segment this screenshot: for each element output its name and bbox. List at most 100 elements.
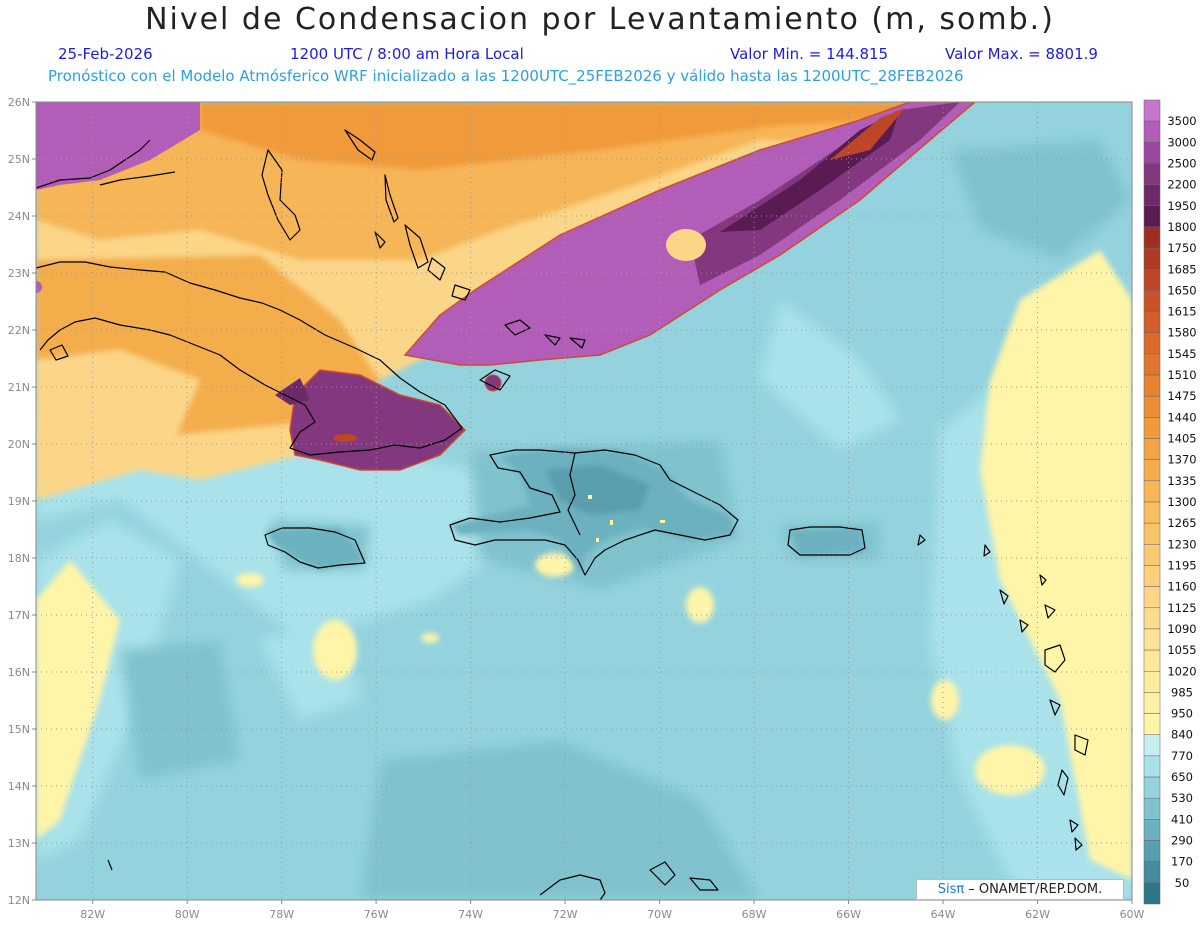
lon-label: 70W xyxy=(647,908,672,921)
colorbar-swatch xyxy=(1143,438,1161,460)
colorbar-label: 1090 xyxy=(1167,622,1196,636)
colorbar-swatch xyxy=(1143,522,1161,545)
lat-label: 20N xyxy=(8,438,30,451)
colorbar-swatch xyxy=(1143,99,1161,122)
colorbar-label: 840 xyxy=(1171,728,1193,742)
colorbar-swatch xyxy=(1143,755,1161,778)
lat-label: 19N xyxy=(8,495,30,508)
colorbar-label: 3500 xyxy=(1167,114,1196,128)
colorbar-label: 1370 xyxy=(1167,453,1196,467)
lat-label: 12N xyxy=(8,894,30,907)
colorbar-swatch-lowest xyxy=(1143,882,1161,905)
lon-label: 68W xyxy=(742,908,767,921)
model-info: Pronóstico con el Modelo Atmósferico WRF… xyxy=(48,67,964,85)
colorbar-label: 1580 xyxy=(1167,326,1196,340)
colorbar-swatch xyxy=(1143,290,1161,312)
colorbar-label: 985 xyxy=(1171,685,1193,699)
lat-label: 22N xyxy=(8,324,30,337)
colorbar-swatch xyxy=(1143,142,1161,164)
lon-label: 62W xyxy=(1025,908,1050,921)
colorbar-swatch xyxy=(1143,247,1161,270)
lat-label: 25N xyxy=(8,153,30,166)
colorbar-label: 950 xyxy=(1171,707,1193,721)
lon-label: 80W xyxy=(175,908,200,921)
colorbar-swatch xyxy=(1143,628,1161,651)
colorbar-swatch xyxy=(1143,269,1161,291)
colorbar-swatch xyxy=(1143,565,1161,587)
lat-label: 16N xyxy=(8,666,30,679)
colorbar-swatch xyxy=(1143,184,1161,207)
colorbar-label: 1685 xyxy=(1167,262,1196,276)
lat-label: 23N xyxy=(8,267,30,280)
colorbar-swatch xyxy=(1143,417,1161,439)
lon-label: 76W xyxy=(364,908,389,921)
colorbar-label: 530 xyxy=(1171,791,1193,805)
colorbar-label: 1195 xyxy=(1167,558,1196,572)
lat-label: 15N xyxy=(8,723,30,736)
colorbar-label: 1950 xyxy=(1167,199,1196,213)
lon-label: 78W xyxy=(269,908,294,921)
colorbar-label: 1510 xyxy=(1167,368,1196,382)
colorbar-label: 290 xyxy=(1171,834,1193,848)
colorbar-swatch xyxy=(1143,649,1161,672)
min-value: Valor Min. = 144.815 xyxy=(730,45,889,63)
colorbar-label: 1475 xyxy=(1167,389,1196,403)
colorbar-label: 1650 xyxy=(1167,283,1196,297)
colorbar-label: 1265 xyxy=(1167,516,1196,530)
credit-box: Sisπ – ONAMET/REP.DOM. xyxy=(916,879,1124,900)
sispi-logo: Sisπ xyxy=(937,882,965,897)
graticule xyxy=(36,102,1133,900)
colorbar-label: 1335 xyxy=(1167,474,1196,488)
colorbar-swatch xyxy=(1143,120,1161,143)
colorbar-swatch xyxy=(1143,311,1161,333)
colorbar-swatch xyxy=(1143,480,1161,503)
colorbar-label: 2500 xyxy=(1167,156,1196,170)
lon-label: 72W xyxy=(553,908,578,921)
colorbar-swatch xyxy=(1143,840,1161,862)
colorbar-label: 50 xyxy=(1175,876,1190,890)
forecast-time: 1200 UTC / 8:00 am Hora Local xyxy=(290,45,524,63)
colorbar-label: 1405 xyxy=(1167,432,1196,446)
lat-label: 18N xyxy=(8,552,30,565)
lon-label: 66W xyxy=(836,908,861,921)
colorbar-swatch xyxy=(1143,713,1161,735)
colorbar-label: 1440 xyxy=(1167,410,1196,424)
colorbar-label: 1750 xyxy=(1167,241,1196,255)
colorbar-swatch xyxy=(1143,671,1161,693)
colorbar-label: 1300 xyxy=(1167,495,1196,509)
forecast-date: 25-Feb-2026 xyxy=(58,45,153,63)
colorbar-label: 1615 xyxy=(1167,305,1196,319)
lon-label: 60W xyxy=(1120,908,1145,921)
colorbar-swatch xyxy=(1143,226,1161,249)
colorbar-label: 1230 xyxy=(1167,537,1196,551)
colorbar-label: 2200 xyxy=(1167,178,1196,192)
colorbar-swatch xyxy=(1143,544,1161,566)
colorbar-label: 770 xyxy=(1171,749,1193,763)
colorbar-swatch xyxy=(1143,205,1161,228)
colorbar-swatch xyxy=(1143,797,1161,820)
lat-label: 14N xyxy=(8,780,30,793)
colorbar-swatch xyxy=(1143,332,1161,355)
colorbar-label: 410 xyxy=(1171,812,1193,826)
colorbar-swatch xyxy=(1143,395,1161,418)
colorbar-label: 1055 xyxy=(1167,643,1196,657)
colorbar-swatch xyxy=(1143,692,1161,714)
colorbar-swatch xyxy=(1143,819,1161,841)
credit-text: – ONAMET/REP.DOM. xyxy=(968,882,1103,897)
colorbar-swatch xyxy=(1143,861,1161,884)
lcl-shading xyxy=(36,102,1132,900)
colorbar-swatch xyxy=(1143,734,1161,757)
colorbar-swatch xyxy=(1143,776,1161,799)
map-title: Nivel de Condensacion por Levantamiento … xyxy=(145,2,1055,37)
lat-label: 24N xyxy=(8,210,30,223)
colorbar-swatch xyxy=(1143,163,1161,185)
lat-label: 17N xyxy=(8,609,30,622)
colorbar-label: 3000 xyxy=(1167,135,1196,149)
colorbar-label: 650 xyxy=(1171,770,1193,784)
colorbar-label: 1545 xyxy=(1167,347,1196,361)
lat-label: 26N xyxy=(8,96,30,109)
colorbar-swatch xyxy=(1143,501,1161,524)
colorbar-label: 1800 xyxy=(1167,220,1196,234)
lat-label: 13N xyxy=(8,837,30,850)
